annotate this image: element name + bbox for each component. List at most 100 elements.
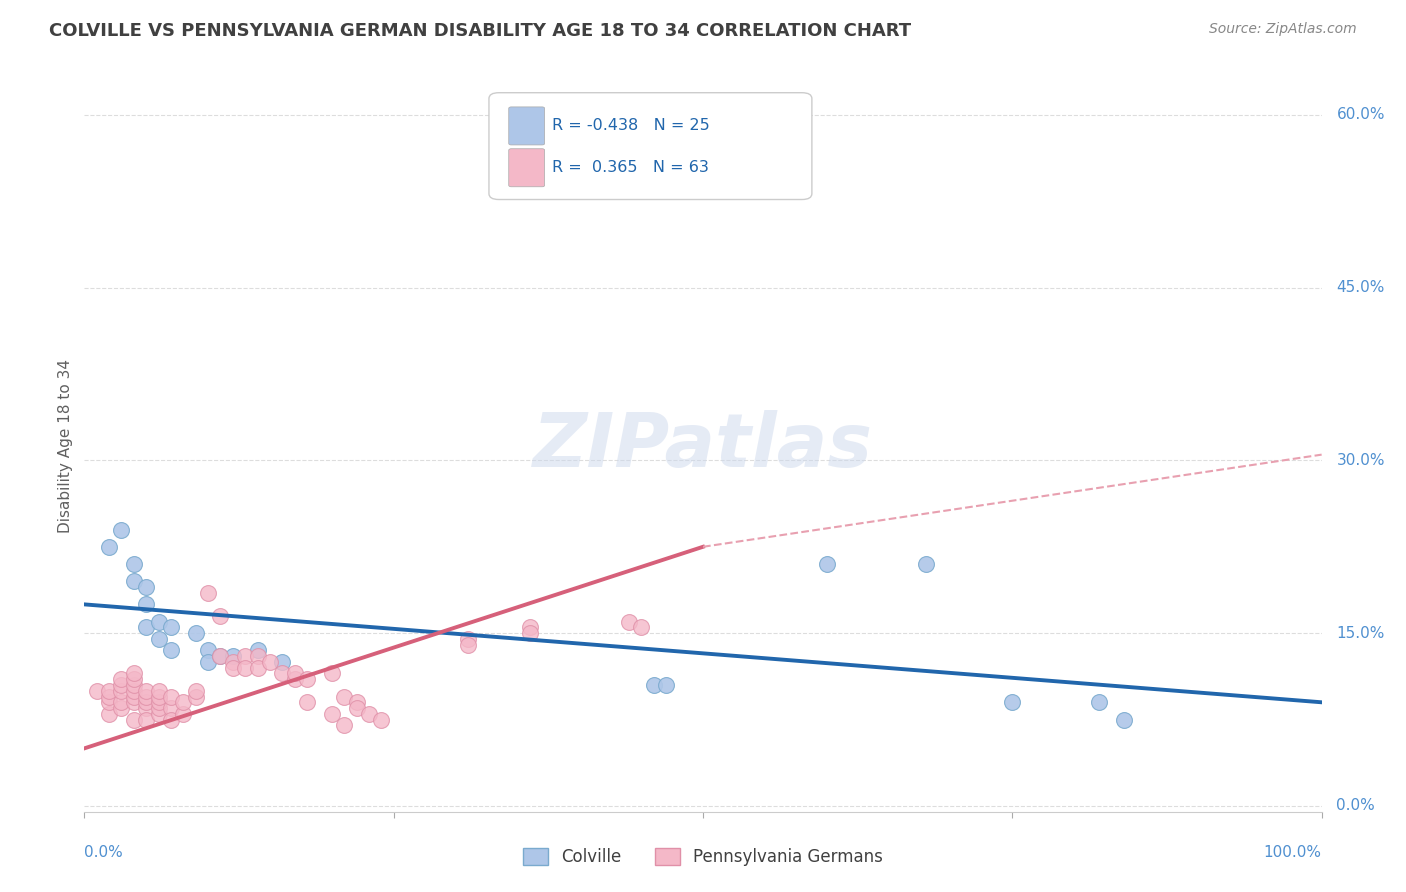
Point bbox=[357, 706, 380, 721]
Point bbox=[655, 678, 678, 692]
Point bbox=[284, 666, 307, 681]
Point bbox=[222, 661, 245, 675]
Point bbox=[122, 666, 145, 681]
Legend: Colville, Pennsylvania Germans: Colville, Pennsylvania Germans bbox=[516, 841, 890, 873]
Point bbox=[184, 683, 207, 698]
Point bbox=[259, 655, 281, 669]
Point bbox=[321, 706, 343, 721]
Point bbox=[284, 672, 307, 686]
Text: COLVILLE VS PENNSYLVANIA GERMAN DISABILITY AGE 18 TO 34 CORRELATION CHART: COLVILLE VS PENNSYLVANIA GERMAN DISABILI… bbox=[49, 22, 911, 40]
Point bbox=[1112, 713, 1135, 727]
Point bbox=[98, 706, 121, 721]
Point bbox=[172, 695, 194, 709]
Point bbox=[148, 690, 170, 704]
Text: 0.0%: 0.0% bbox=[84, 845, 124, 860]
Point bbox=[160, 643, 183, 657]
Point bbox=[110, 672, 132, 686]
Point bbox=[233, 661, 256, 675]
Point bbox=[148, 695, 170, 709]
Point bbox=[86, 683, 108, 698]
Point bbox=[346, 701, 368, 715]
Point bbox=[148, 683, 170, 698]
Point bbox=[271, 666, 294, 681]
Point bbox=[1088, 695, 1111, 709]
Point bbox=[295, 672, 318, 686]
Point bbox=[122, 678, 145, 692]
Point bbox=[135, 695, 157, 709]
Text: 0.0%: 0.0% bbox=[1337, 798, 1375, 814]
Text: 60.0%: 60.0% bbox=[1337, 107, 1385, 122]
FancyBboxPatch shape bbox=[489, 93, 811, 200]
Point bbox=[135, 683, 157, 698]
Point bbox=[148, 706, 170, 721]
Point bbox=[110, 701, 132, 715]
Point bbox=[519, 626, 541, 640]
Point bbox=[209, 649, 232, 664]
Point bbox=[271, 655, 294, 669]
Point bbox=[110, 523, 132, 537]
Text: 30.0%: 30.0% bbox=[1337, 453, 1385, 468]
Point bbox=[122, 695, 145, 709]
Point bbox=[110, 678, 132, 692]
Point bbox=[160, 713, 183, 727]
FancyBboxPatch shape bbox=[509, 149, 544, 186]
Point bbox=[98, 695, 121, 709]
Point bbox=[295, 695, 318, 709]
Text: 45.0%: 45.0% bbox=[1337, 280, 1385, 295]
Text: R = -0.438   N = 25: R = -0.438 N = 25 bbox=[553, 118, 710, 133]
Point bbox=[122, 690, 145, 704]
Point bbox=[209, 608, 232, 623]
Point bbox=[122, 574, 145, 589]
Point bbox=[643, 678, 665, 692]
Point bbox=[346, 695, 368, 709]
Point bbox=[135, 580, 157, 594]
Point bbox=[233, 649, 256, 664]
Point bbox=[148, 615, 170, 629]
Point bbox=[160, 690, 183, 704]
Point bbox=[135, 713, 157, 727]
Point bbox=[222, 649, 245, 664]
Point bbox=[148, 632, 170, 646]
Text: Source: ZipAtlas.com: Source: ZipAtlas.com bbox=[1209, 22, 1357, 37]
Point bbox=[222, 655, 245, 669]
Point bbox=[110, 683, 132, 698]
Point bbox=[135, 701, 157, 715]
Point bbox=[98, 690, 121, 704]
Point bbox=[457, 638, 479, 652]
Point bbox=[122, 713, 145, 727]
Point bbox=[519, 620, 541, 634]
Point bbox=[135, 690, 157, 704]
Point bbox=[184, 626, 207, 640]
Point bbox=[617, 615, 640, 629]
Point bbox=[184, 690, 207, 704]
Point bbox=[98, 540, 121, 554]
Point bbox=[209, 649, 232, 664]
Text: 15.0%: 15.0% bbox=[1337, 625, 1385, 640]
Point bbox=[914, 557, 936, 571]
Point bbox=[1001, 695, 1024, 709]
Point bbox=[333, 690, 356, 704]
FancyBboxPatch shape bbox=[509, 107, 544, 145]
Point bbox=[160, 620, 183, 634]
Point bbox=[815, 557, 838, 571]
Point bbox=[98, 683, 121, 698]
Point bbox=[370, 713, 392, 727]
Point bbox=[457, 632, 479, 646]
Point bbox=[246, 643, 269, 657]
Text: 100.0%: 100.0% bbox=[1264, 845, 1322, 860]
Y-axis label: Disability Age 18 to 34: Disability Age 18 to 34 bbox=[58, 359, 73, 533]
Point bbox=[630, 620, 652, 634]
Point bbox=[160, 701, 183, 715]
Point bbox=[321, 666, 343, 681]
Point bbox=[110, 695, 132, 709]
Point bbox=[148, 701, 170, 715]
Text: ZIPatlas: ZIPatlas bbox=[533, 409, 873, 483]
Point bbox=[135, 598, 157, 612]
Point bbox=[333, 718, 356, 732]
Point bbox=[135, 620, 157, 634]
Point bbox=[197, 643, 219, 657]
Point bbox=[197, 586, 219, 600]
Point bbox=[197, 655, 219, 669]
Point bbox=[246, 661, 269, 675]
Point bbox=[172, 706, 194, 721]
